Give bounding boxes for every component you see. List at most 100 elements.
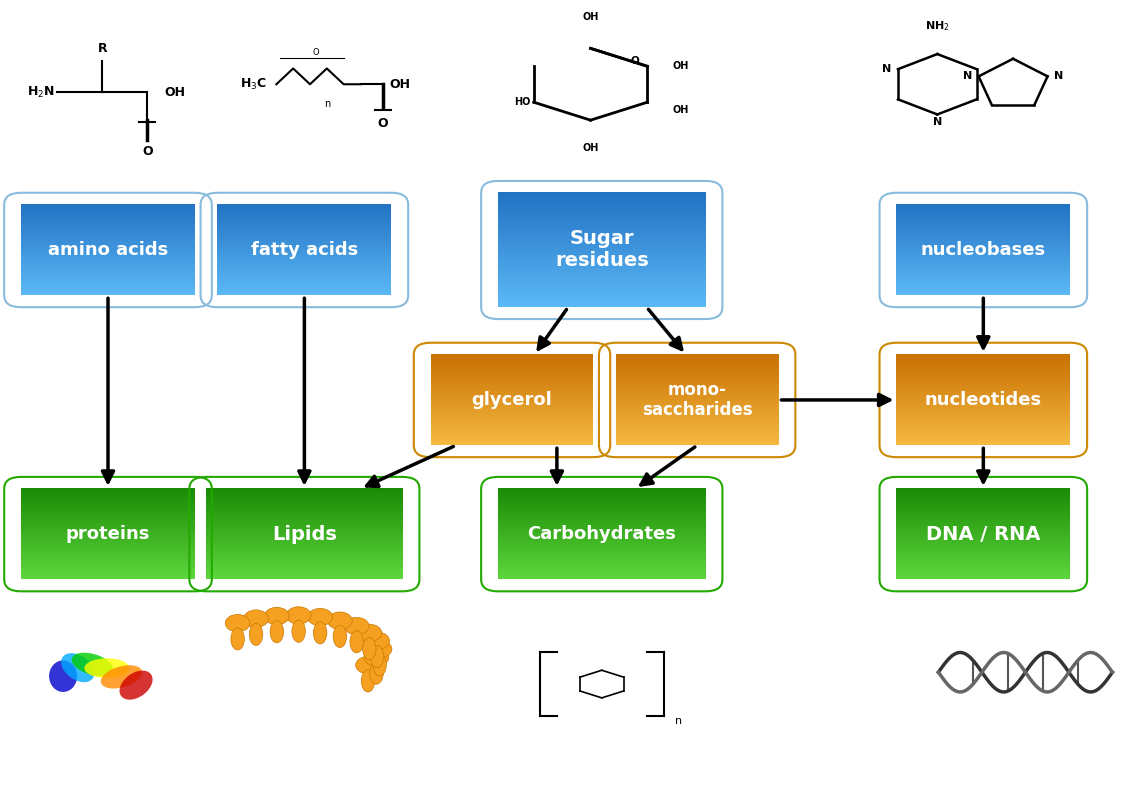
Bar [615,419,778,421]
Bar [431,414,593,417]
Bar [615,367,778,369]
Bar [21,234,195,236]
Bar [897,266,1070,268]
Bar [431,417,593,418]
Bar [615,390,778,392]
Bar [498,547,705,549]
Bar [21,271,195,272]
Bar [897,246,1070,247]
Bar [217,283,392,284]
Bar [217,253,392,254]
Bar [21,510,195,512]
Bar [897,247,1070,249]
Bar [897,551,1070,553]
Bar [217,235,392,238]
Bar [897,243,1070,245]
Bar [217,251,392,253]
Bar [206,560,403,562]
Text: OH: OH [673,105,690,115]
Bar [217,245,392,246]
Bar [897,370,1070,371]
Bar [897,270,1070,272]
Bar [206,543,403,545]
Bar [897,403,1070,405]
Bar [21,227,195,228]
Bar [21,211,195,213]
Bar [498,237,705,238]
Bar [897,285,1070,287]
Bar [431,377,593,379]
Bar [897,279,1070,281]
Bar [897,377,1070,379]
Bar [431,355,593,356]
Bar [897,527,1070,529]
Bar [21,543,195,545]
Bar [498,291,705,294]
Bar [217,241,392,242]
Bar [897,265,1070,266]
Bar [21,226,195,227]
Bar [217,220,392,222]
Bar [431,405,593,406]
Ellipse shape [370,645,384,668]
Bar [897,434,1070,436]
Bar [217,239,392,241]
Bar [21,573,195,574]
Text: glycerol: glycerol [471,391,552,409]
Bar [498,505,705,507]
Ellipse shape [250,623,263,645]
Bar [615,381,778,383]
Bar [21,566,195,568]
Bar [21,288,195,290]
Bar [21,241,195,242]
Bar [206,497,403,499]
Bar [897,216,1070,219]
Bar [615,429,778,431]
Bar [615,426,778,428]
Bar [498,287,705,289]
Bar [897,569,1070,571]
Bar [431,386,593,388]
Bar [498,224,705,226]
Bar [431,357,593,359]
Bar [498,221,705,223]
Bar [897,263,1070,265]
Bar [615,395,778,398]
Bar [21,517,195,519]
Bar [498,542,705,543]
Ellipse shape [370,662,384,684]
Bar [897,375,1070,377]
Bar [897,425,1070,427]
Bar [615,356,778,358]
Bar [897,569,1070,570]
Bar [615,400,778,402]
Bar [21,257,195,258]
Bar [21,269,195,271]
Bar [21,492,195,493]
Bar [21,225,195,227]
Bar [615,371,778,373]
Bar [431,400,593,402]
Bar [615,410,778,412]
Bar [897,210,1070,212]
Bar [897,558,1070,559]
Bar [431,411,593,413]
Bar [498,502,705,505]
Bar [897,371,1070,373]
Bar [615,431,778,432]
Bar [206,531,403,533]
Bar [21,552,195,554]
Bar [897,367,1070,369]
Bar [431,429,593,431]
Bar [217,228,392,230]
Bar [498,204,705,205]
Bar [897,278,1070,280]
Bar [21,212,195,214]
Bar [206,512,403,514]
Bar [217,257,392,259]
Text: mono-
saccharides: mono- saccharides [642,380,753,419]
Bar [21,219,195,220]
Bar [897,494,1070,496]
Bar [431,424,593,425]
Bar [21,284,195,286]
